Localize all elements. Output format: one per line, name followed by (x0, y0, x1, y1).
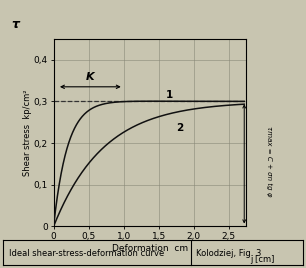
Text: Ideal shear-stress-deformation curve: Ideal shear-stress-deformation curve (9, 249, 164, 258)
Text: 1: 1 (166, 90, 173, 100)
Text: τmax = C + σn tg φ: τmax = C + σn tg φ (266, 125, 272, 196)
Y-axis label: Shear stress  kp/cm²: Shear stress kp/cm² (23, 90, 32, 176)
Text: τ: τ (11, 18, 19, 31)
X-axis label: Deformation  cm: Deformation cm (112, 244, 188, 253)
Text: 2: 2 (176, 123, 184, 133)
Text: j [cm]: j [cm] (250, 255, 274, 264)
Text: Kolodziej, Fig. 3: Kolodziej, Fig. 3 (196, 249, 261, 258)
Text: K: K (86, 72, 95, 82)
